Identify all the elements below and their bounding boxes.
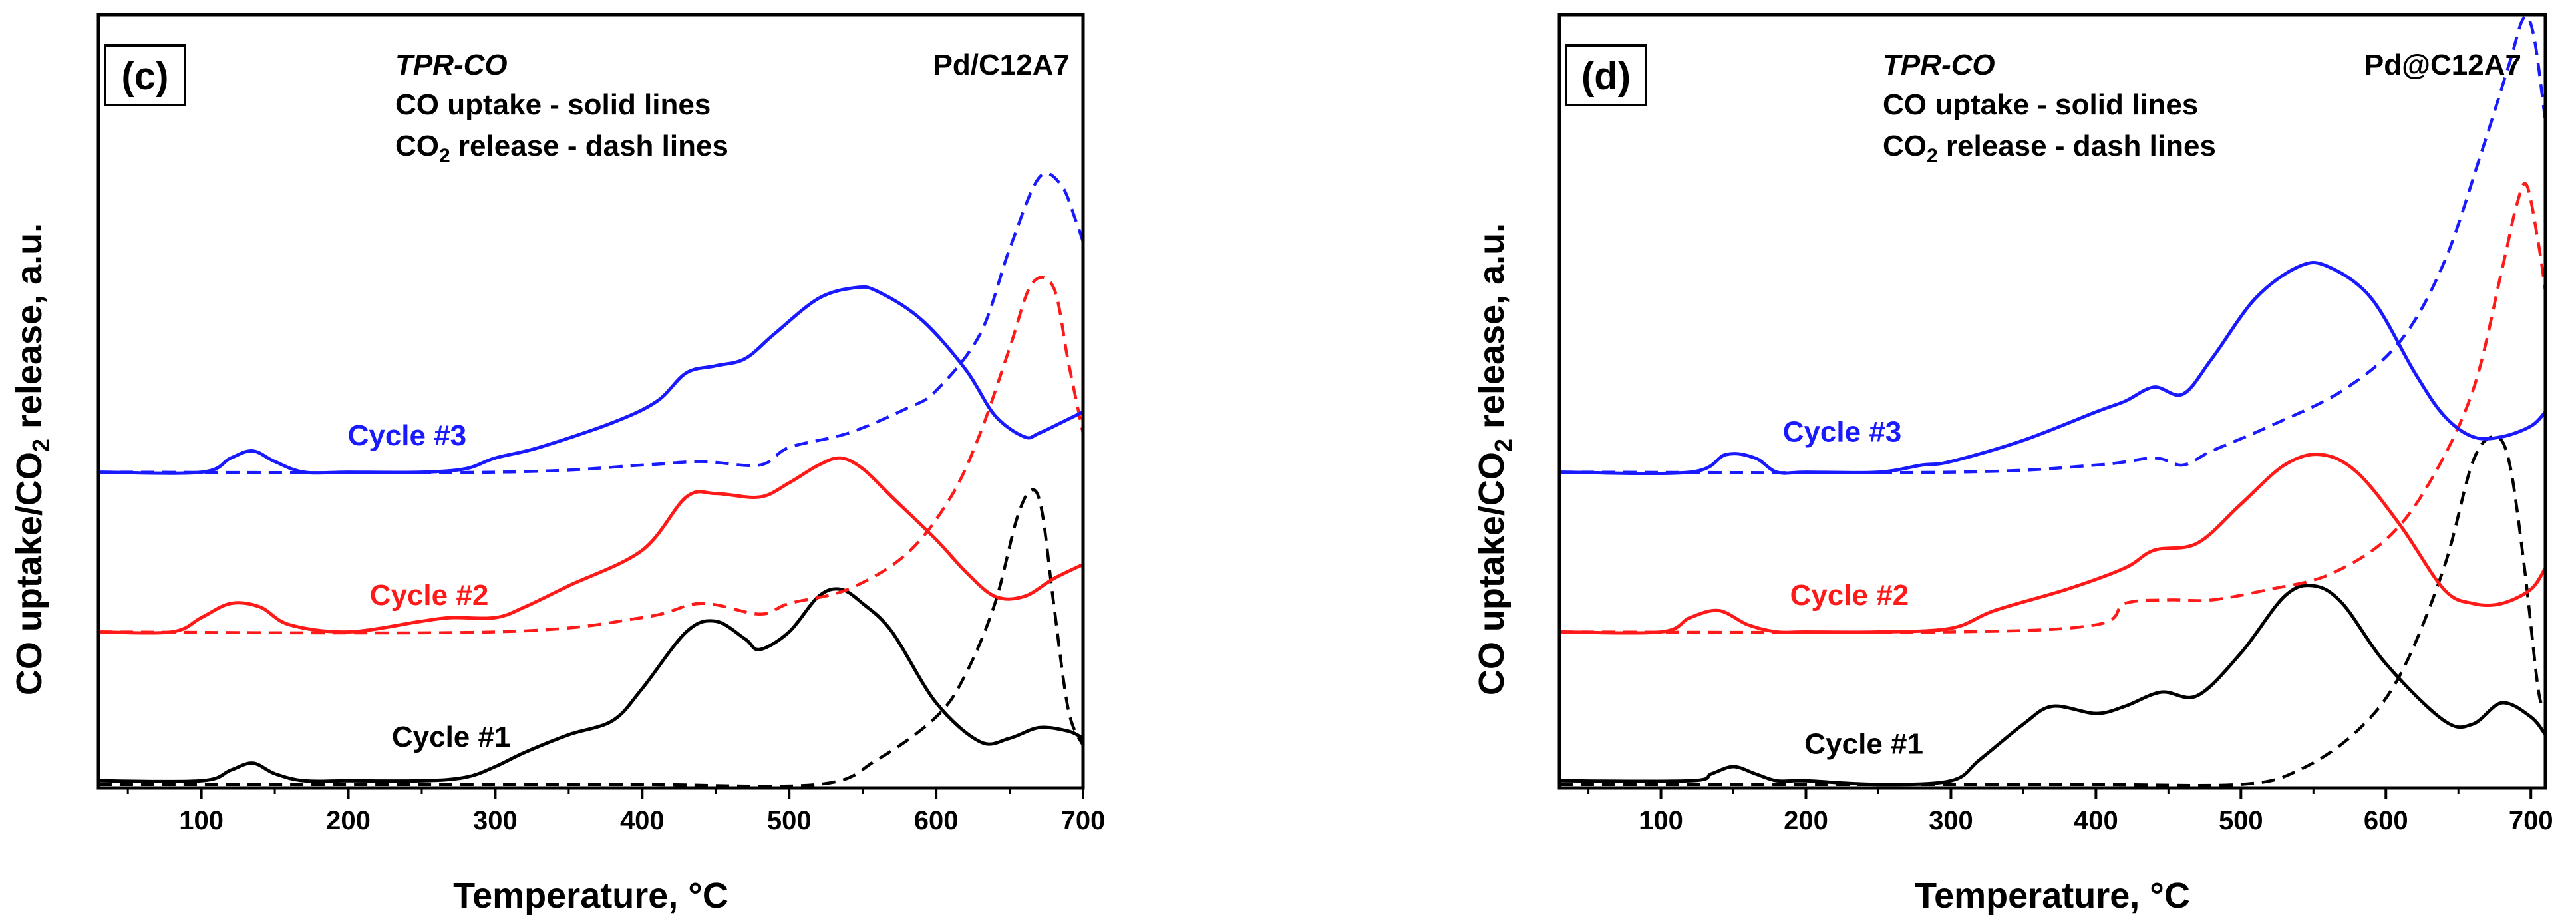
annotation-line2-d: CO2 release - dash lines	[1883, 130, 2216, 167]
series-cycle-2-uptake-c	[98, 456, 1083, 635]
x-tick-label-700-c: 700	[1061, 806, 1106, 835]
x-tick-label-300-c: 300	[473, 806, 518, 835]
x-tick-label-400-d: 400	[2074, 806, 2118, 835]
cycle-label-1-c: Cycle #1	[392, 721, 511, 753]
x-axis-label-c: Temperature, °C	[453, 876, 728, 916]
sample-label-c: Pd/C12A7	[933, 49, 1070, 81]
cycle-label-3-c: Cycle #3	[348, 419, 467, 452]
y-axis-label-d: CO uptake/CO2 release, a.u.	[1472, 223, 1517, 695]
y-axis-label-c: CO uptake/CO2 release, a.u.	[9, 223, 55, 695]
annotation-title-c: TPR-CO	[395, 49, 508, 81]
panel-label-box-d	[1565, 44, 1647, 106]
series-cycle-2-uptake-d	[1559, 453, 2545, 635]
cycle-label-2-c: Cycle #2	[370, 579, 489, 612]
series-cycle-3-uptake-d	[1559, 260, 2545, 476]
x-tick-label-200-c: 200	[326, 806, 371, 835]
series-cycle-3-release-c	[98, 172, 1083, 474]
x-tick-label-100-d: 100	[1639, 806, 1683, 835]
annotation-line1-d: CO uptake - solid lines	[1883, 89, 2198, 121]
series-cycle-2-release-c	[98, 276, 1083, 635]
x-tick-label-100-c: 100	[179, 806, 224, 835]
plot-frame-d	[1557, 13, 2547, 790]
annotation-line2-c: CO2 release - dash lines	[395, 130, 728, 167]
series-cycle-1-release-d	[1559, 435, 2545, 787]
series-cycle-3-uptake-c	[98, 285, 1083, 475]
sample-label-d: Pd@C12A7	[2364, 49, 2521, 81]
cycle-label-1-d: Cycle #1	[1804, 728, 1923, 761]
series-cycle-1-release-c	[98, 488, 1083, 788]
cycle-label-2-d: Cycle #2	[1790, 579, 1909, 612]
x-tick-label-400-c: 400	[620, 806, 665, 835]
panel-label-c: (c)	[122, 55, 169, 98]
x-tick-label-500-d: 500	[2219, 806, 2263, 835]
annotation-title-d: TPR-CO	[1883, 49, 1995, 81]
series-cycle-2-release-d	[1559, 182, 2545, 634]
x-tick-label-300-d: 300	[1929, 806, 1973, 835]
panel-label-d: (d)	[1581, 55, 1631, 98]
chart-panel-c: CO uptake/CO2 release, a.u. Cycle #1Cycl…	[9, 13, 1106, 916]
x-axis-c: 100 200 300 400 500 600 700	[126, 788, 1106, 835]
panel-label-box-c	[104, 44, 186, 106]
plot-area-c: Cycle #1 Cycle #2 Cycle #3	[98, 172, 1083, 788]
plot-frame-c	[96, 13, 1085, 790]
plot-area-d: Cycle #1 Cycle #2 Cycle #3	[1559, 15, 2545, 787]
cycle-label-3-d: Cycle #3	[1783, 416, 1902, 449]
x-tick-label-500-c: 500	[767, 806, 812, 835]
x-tick-label-200-d: 200	[1784, 806, 1828, 835]
series-cycle-1-uptake-d	[1559, 584, 2545, 787]
chart-panel-d: CO uptake/CO2 release, a.u. Cycle #1Cycl…	[1472, 13, 2553, 916]
series-cycle-1-uptake-c	[98, 587, 1083, 783]
annotation-line1-c: CO uptake - solid lines	[395, 89, 711, 121]
x-axis-d: 100 200 300 400 500 600 700	[1587, 788, 2553, 835]
x-axis-label-d: Temperature, °C	[1915, 876, 2190, 916]
series-cycle-3-release-d	[1559, 15, 2545, 474]
x-tick-label-600-c: 600	[914, 806, 959, 835]
x-tick-label-600-d: 600	[2364, 806, 2408, 835]
x-tick-label-700-d: 700	[2509, 806, 2553, 835]
